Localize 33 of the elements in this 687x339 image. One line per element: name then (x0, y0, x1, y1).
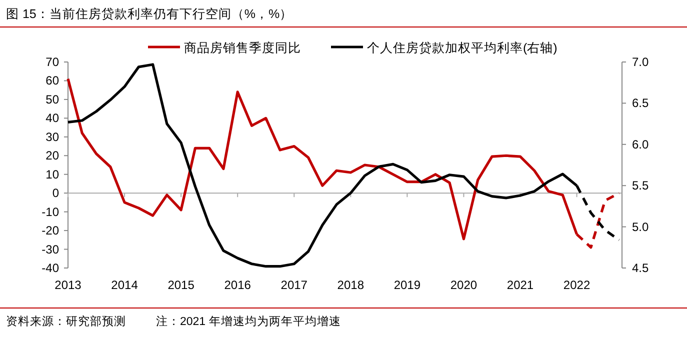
y2-tick-label: 7.0 (632, 55, 650, 69)
y-tick-label: 0 (52, 186, 60, 200)
y2-tick-label: 6.5 (632, 96, 650, 110)
y-tick-label: 20 (46, 148, 60, 163)
y-tick-label: 40 (46, 111, 60, 126)
y-tick-label: 60 (46, 74, 60, 88)
y-tick-label: 70 (46, 55, 60, 69)
title: 图 15：当前住房贷款利率仍有下行空间（%，%） (6, 7, 293, 21)
y-tick-label: -20 (42, 224, 60, 238)
annotation: 资料来源：研究部预测 (6, 316, 126, 328)
y-tick-label: 50 (46, 92, 60, 106)
x-tick-label: 2013 (54, 278, 82, 292)
x-tick-label: 2014 (111, 278, 138, 292)
y-tick-label: 10 (46, 167, 60, 182)
y-tick-label: -10 (42, 204, 60, 219)
x-tick-label: 2019 (394, 278, 421, 292)
y-tick-label: -40 (42, 261, 60, 275)
x-tick-label: 2022 (563, 278, 590, 292)
annotation: 注：2021 年增速均为两年平均增速 (156, 316, 341, 328)
y2-tick-label: 4.5 (632, 261, 650, 275)
y2-tick-label: 5.0 (632, 220, 650, 234)
x-tick-label: 2020 (450, 278, 478, 292)
x-tick-label: 2021 (506, 278, 534, 292)
x-tick-label: 2016 (224, 278, 252, 292)
legend-label: 个人住房贷款加权平均利率(右轴) (367, 40, 558, 55)
y2-tick-label: 6.0 (632, 137, 650, 152)
y-tick-label: 30 (46, 130, 60, 144)
x-tick-label: 2015 (168, 278, 195, 292)
x-tick-label: 2017 (280, 278, 308, 292)
y2-tick-label: 5.5 (632, 178, 650, 193)
y-tick-label: -30 (42, 242, 60, 256)
legend-label: 商品房销售季度同比 (184, 40, 301, 55)
x-tick-label: 2018 (337, 278, 364, 292)
